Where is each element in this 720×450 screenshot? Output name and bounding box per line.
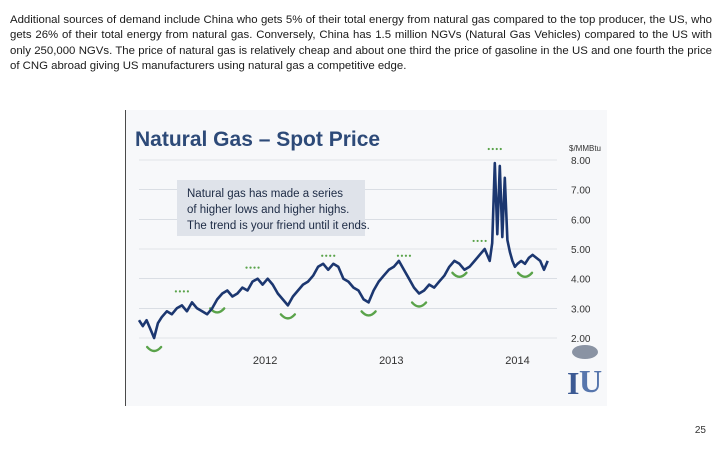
y-tick-label: 5.00 bbox=[571, 245, 591, 256]
high-dot bbox=[404, 254, 408, 257]
high-dot bbox=[476, 239, 479, 243]
body-paragraph: Additional sources of demand include Chi… bbox=[10, 14, 712, 73]
iu-logo: I U bbox=[567, 345, 602, 401]
high-dot bbox=[499, 147, 502, 151]
higher-low-marker bbox=[279, 313, 297, 320]
high-dot bbox=[333, 254, 336, 257]
high-dot bbox=[186, 290, 189, 293]
higher-high-marker bbox=[174, 290, 189, 293]
chart-canvas: Natural Gas – Spot Price $/MMBtu 2.00 3.0… bbox=[125, 110, 607, 406]
high-dot bbox=[408, 254, 412, 257]
page-number: 25 bbox=[694, 425, 706, 436]
logo-letter-u: U bbox=[579, 363, 602, 399]
high-dot bbox=[400, 254, 404, 257]
natural-gas-chart: Natural Gas – Spot Price $/MMBtu 2.00 3.0… bbox=[125, 110, 607, 406]
high-dot bbox=[491, 147, 494, 151]
x-tick-label: 2014 bbox=[505, 355, 529, 367]
high-dot bbox=[321, 254, 324, 257]
x-tick-label: 2012 bbox=[253, 355, 277, 367]
high-dot bbox=[249, 266, 252, 269]
y-axis-unit-label: $/MMBtu bbox=[569, 144, 601, 153]
high-dot bbox=[396, 254, 400, 257]
annotation-box bbox=[177, 180, 365, 236]
y-tick-label: 2.00 bbox=[571, 334, 591, 345]
x-tick-label: 2013 bbox=[379, 355, 403, 367]
high-dot bbox=[245, 266, 248, 269]
y-tick-label: 8.00 bbox=[571, 156, 591, 167]
spot-price-line bbox=[137, 161, 549, 340]
higher-high-marker bbox=[245, 266, 260, 269]
high-dot bbox=[174, 290, 177, 293]
logo-emblem bbox=[572, 345, 598, 359]
y-tick-label: 7.00 bbox=[571, 186, 591, 197]
y-tick-label: 6.00 bbox=[571, 215, 591, 226]
higher-low-marker bbox=[145, 345, 163, 353]
high-dot bbox=[329, 254, 332, 257]
higher-low-marker bbox=[516, 271, 534, 279]
high-dot bbox=[325, 254, 328, 257]
high-dot bbox=[472, 239, 475, 243]
chart-title: Natural Gas – Spot Price bbox=[135, 128, 380, 151]
annotation-line-2: of higher lows and higher highs. bbox=[187, 204, 349, 216]
annotation-line-3: The trend is your friend until it ends. bbox=[187, 220, 370, 232]
high-dot bbox=[182, 290, 185, 293]
annotation-callout: Natural gas has made a series of higher … bbox=[177, 180, 370, 236]
logo-letter-i: I bbox=[567, 365, 579, 401]
higher-low-marker bbox=[451, 271, 468, 279]
higher-high-marker bbox=[487, 147, 502, 151]
annotation-line-1: Natural gas has made a series bbox=[187, 188, 343, 200]
higher-high-marker bbox=[396, 254, 412, 257]
higher-high-marker bbox=[472, 239, 487, 243]
high-dot bbox=[253, 266, 256, 269]
high-dot bbox=[495, 147, 498, 151]
high-dot bbox=[178, 290, 181, 293]
chart-background bbox=[125, 110, 607, 406]
high-dot bbox=[487, 147, 490, 151]
high-dot bbox=[257, 266, 260, 269]
high-dot bbox=[484, 239, 487, 243]
higher-low-marker bbox=[410, 301, 428, 308]
high-dot bbox=[480, 239, 483, 243]
y-tick-label: 3.00 bbox=[571, 304, 591, 315]
y-tick-label: 4.00 bbox=[571, 275, 591, 286]
higher-high-marker bbox=[321, 254, 336, 257]
higher-low-marker bbox=[360, 310, 377, 317]
